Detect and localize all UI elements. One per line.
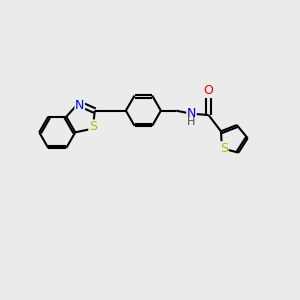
Text: S: S — [220, 142, 228, 155]
Text: N: N — [187, 106, 196, 119]
Text: O: O — [204, 84, 214, 98]
Text: N: N — [75, 99, 85, 112]
Text: H: H — [187, 117, 196, 127]
Text: S: S — [89, 120, 97, 133]
